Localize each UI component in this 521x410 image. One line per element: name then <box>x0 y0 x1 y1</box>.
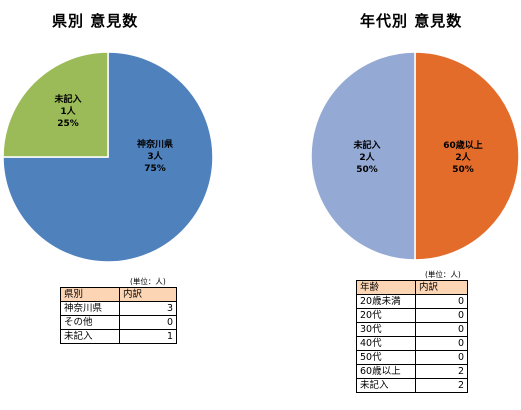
table-row: 30代 0 <box>356 322 468 337</box>
table-unit-note-prefecture: (単位：人) <box>130 277 166 286</box>
pie-slice-label: 未記入 1人 25% <box>53 93 81 129</box>
table-age-cell-count: 0 <box>415 308 468 323</box>
table-prefecture-cell-count: 3 <box>119 301 177 316</box>
chart-title-age: 年代別 意見数 <box>360 12 463 30</box>
pie-slice-label: 神奈川県 3人 75% <box>137 138 173 174</box>
table-prefecture-cell-category: 神奈川県 <box>60 301 120 316</box>
table-row: 60歳以上 2 <box>356 364 468 379</box>
pie-slice-label: 60歳以上 2人 50% <box>443 139 483 175</box>
table-age: 年齢 内訳 20歳未満 0 20代 0 30代 0 40代 0 50代 0 60歳以上 2 未記入 2 <box>356 280 468 393</box>
pie-slice-label: 未記入 2人 50% <box>352 139 380 175</box>
table-age-cell-category: 20代 <box>356 308 416 323</box>
table-row: 50代 0 <box>356 350 468 365</box>
table-prefecture-cell-category: その他 <box>60 315 120 330</box>
table-header-row: 県別 内訳 <box>60 287 177 302</box>
table-row: 未記入 1 <box>60 329 177 344</box>
table-row: 40代 0 <box>356 336 468 351</box>
chart-title-prefecture: 県別 意見数 <box>52 12 139 30</box>
table-header-row: 年齢 内訳 <box>356 280 468 295</box>
table-unit-note-age: (単位：人) <box>425 270 461 279</box>
table-age-cell-count: 0 <box>415 294 468 309</box>
table-prefecture-cell-category: 未記入 <box>60 329 120 344</box>
table-age-cell-count: 0 <box>415 350 468 365</box>
table-header-prefecture: 県別 <box>60 287 120 302</box>
table-header-age: 年齢 <box>356 280 416 295</box>
table-age-cell-category: 50代 <box>356 350 416 365</box>
pie-chart-age: 60歳以上 2人 50% 未記入 2人 50% <box>310 51 520 261</box>
table-age-cell-category: 未記入 <box>356 378 416 393</box>
table-prefecture-cell-count: 0 <box>119 315 177 330</box>
table-age-cell-count: 0 <box>415 336 468 351</box>
table-age-cell-count: 0 <box>415 322 468 337</box>
table-age-cell-category: 20歳未満 <box>356 294 416 309</box>
table-header-count: 内訳 <box>415 280 468 295</box>
table-age-cell-category: 40代 <box>356 336 416 351</box>
table-age-cell-category: 60歳以上 <box>356 364 416 379</box>
table-age-cell-category: 30代 <box>356 322 416 337</box>
table-prefecture-cell-count: 1 <box>119 329 177 344</box>
pie-slice <box>310 51 416 261</box>
table-row: その他 0 <box>60 315 177 330</box>
table-age-cell-count: 2 <box>415 378 468 393</box>
pie-slice <box>2 51 109 158</box>
table-age-cell-count: 2 <box>415 364 468 379</box>
table-row: 未記入 2 <box>356 378 468 393</box>
pie-chart-prefecture: 神奈川県 3人 75% 未記入 1人 25% <box>2 51 214 263</box>
table-row: 神奈川県 3 <box>60 301 177 316</box>
pie-slice <box>2 51 214 263</box>
pie-slice <box>414 51 520 261</box>
table-row: 20代 0 <box>356 308 468 323</box>
table-row: 20歳未満 0 <box>356 294 468 309</box>
table-header-count: 内訳 <box>119 287 177 302</box>
table-prefecture: 県別 内訳 神奈川県 3 その他 0 未記入 1 <box>60 287 177 344</box>
